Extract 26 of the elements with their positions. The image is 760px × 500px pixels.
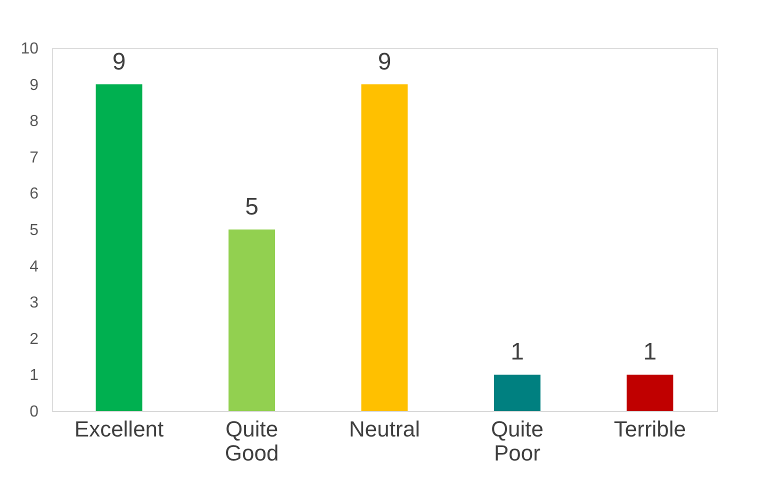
y-tick-label: 10	[20, 40, 39, 58]
x-tick-label: Excellent	[74, 416, 164, 442]
bar	[96, 84, 142, 411]
x-tick-label: Quite Poor	[490, 416, 544, 466]
data-label: 5	[245, 194, 258, 220]
y-tick-label: 8	[30, 113, 39, 130]
bar	[494, 374, 540, 411]
y-tick-label: 0	[30, 404, 39, 420]
y-tick-label: 5	[30, 222, 39, 239]
data-label: 1	[643, 338, 657, 366]
data-label: 1	[510, 338, 524, 366]
x-tick-label: Neutral	[349, 416, 420, 442]
y-tick-label: 7	[30, 149, 39, 166]
y-tick-label: 6	[30, 186, 39, 203]
y-tick-label: 2	[30, 330, 39, 348]
bar	[228, 230, 275, 411]
data-label: 9	[112, 48, 126, 76]
y-tick-label: 3	[30, 294, 39, 312]
y-tick-label: 4	[30, 258, 39, 276]
y-tick-label: 9	[30, 76, 39, 94]
y-tick-label: 1	[30, 367, 39, 384]
data-label: 9	[378, 48, 392, 76]
x-tick-label: Quite Good	[224, 416, 279, 466]
x-tick-label: Terrible	[614, 416, 686, 442]
bar	[626, 374, 674, 411]
bar	[361, 84, 408, 411]
